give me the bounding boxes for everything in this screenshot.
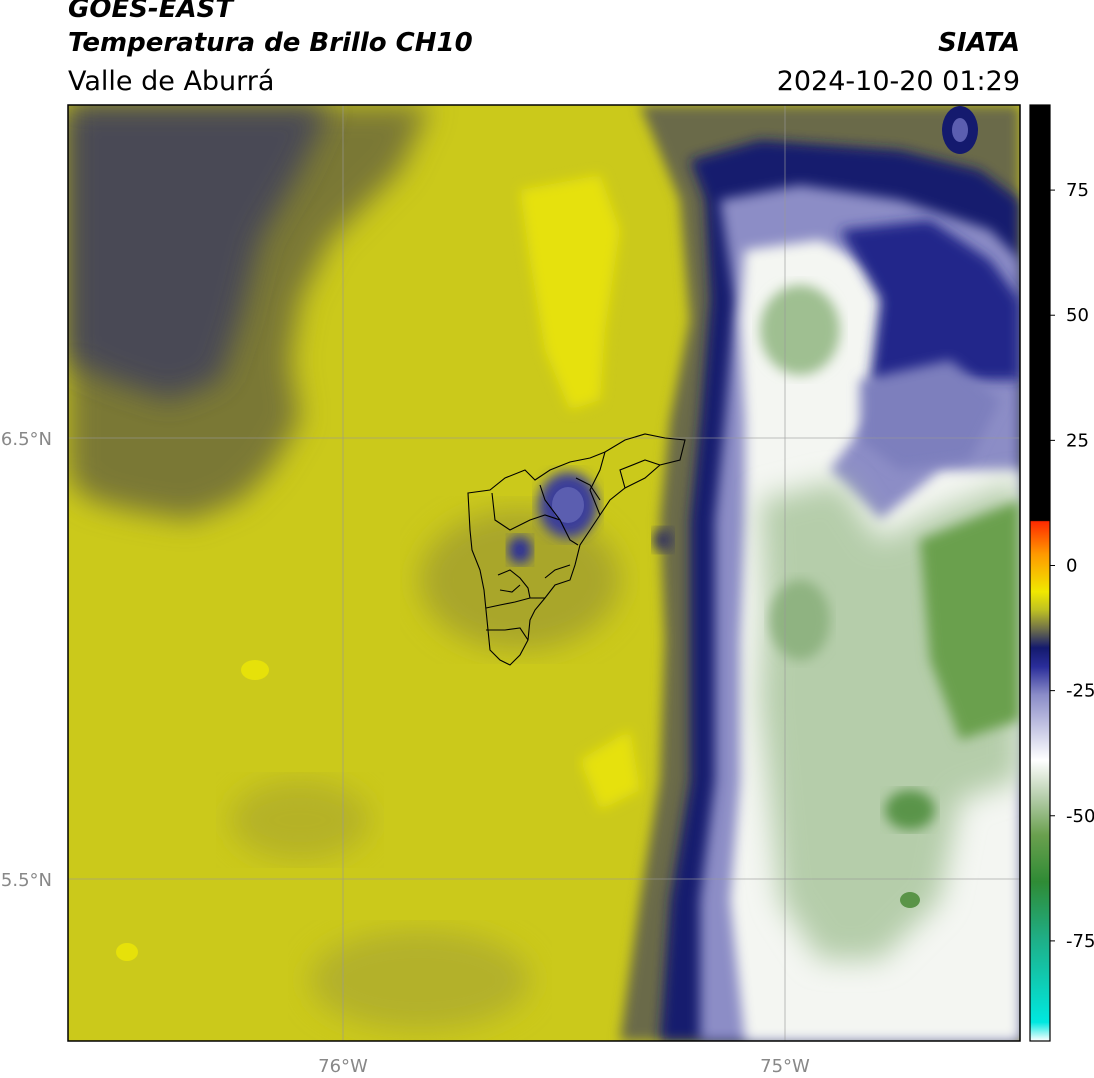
map-frame [67,104,1021,1042]
gridlines [68,105,1020,1041]
colorbar-tick-label: 75 [1066,180,1089,201]
colorbar-frame [1029,104,1051,1042]
region-label: Valle de Aburrá [68,66,275,97]
lon-label-76: 76°W [318,1056,368,1077]
colorbar: 75 50 25 0 -25 -50 -75 [1029,104,1094,1042]
colorbar-tick-label: -50 [1066,806,1094,827]
municipality-boundaries [467,433,686,666]
colorbar-ticks: 75 50 25 0 -25 -50 -75 [1050,180,1094,952]
colorbar-gradient [1030,105,1050,1041]
colorbar-tick-label: -25 [1066,681,1094,702]
colorbar-tick-label: 25 [1066,430,1089,451]
colorbar-tick-label: 50 [1066,305,1089,326]
organization-label: SIATA [938,28,1020,58]
latitude-labels: 6.5°N 5.5°N [1,429,52,891]
product-title: Temperatura de Brillo CH10 [68,28,473,58]
colorbar-tick-label: 0 [1066,555,1077,576]
colorbar-tick-label: -75 [1066,931,1094,952]
lat-label-5.5: 5.5°N [1,870,52,891]
lat-label-6.5: 6.5°N [1,429,52,450]
satellite-title: GOES-EAST [68,0,234,24]
longitude-labels: 76°W 75°W [318,1056,810,1077]
datetime-label: 2024-10-20 01:29 [776,66,1020,97]
brightness-temperature-field [68,105,1020,1041]
lon-label-75: 75°W [760,1056,810,1077]
